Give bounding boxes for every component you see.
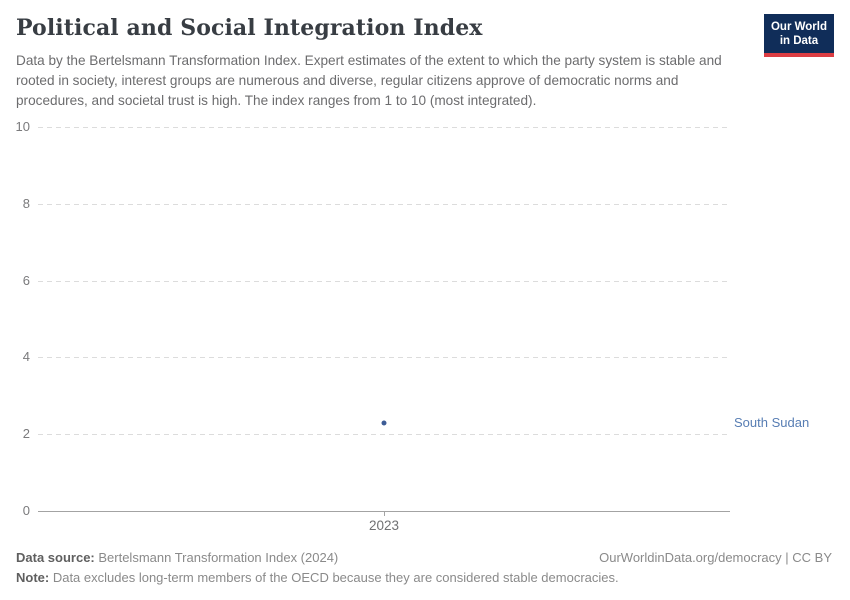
y-axis-tick-label: 6 xyxy=(22,272,30,288)
owid-logo: Our World in Data xyxy=(763,14,834,57)
data-point-south-sudan[interactable] xyxy=(381,420,387,426)
y-axis-tick-label: 0 xyxy=(22,503,30,518)
x-axis-tick xyxy=(384,511,385,516)
y-axis: 0 2 4 6 8 10 xyxy=(0,119,30,518)
x-axis-tick-label: 2023 xyxy=(368,518,400,533)
owid-rights-link[interactable]: OurWorldinData.org/democracy | CC BY xyxy=(599,550,832,565)
note-label: Note: xyxy=(16,570,50,585)
footer-source-row: Data source: Bertelsmann Transformation … xyxy=(16,548,832,568)
gridline xyxy=(38,203,730,205)
data-source-label: Data source: xyxy=(16,550,95,565)
owid-logo-line2: in Data xyxy=(779,35,819,47)
page-title: Political and Social Integration Index xyxy=(16,15,483,41)
chart-footer: Data source: Bertelsmann Transformation … xyxy=(16,548,832,588)
y-axis-tick-label: 2 xyxy=(22,426,30,442)
note-text: Data excludes long-term members of the O… xyxy=(49,570,619,585)
data-source-text: Bertelsmann Transformation Index (2024) xyxy=(94,550,339,565)
entity-label-south-sudan[interactable]: South Sudan xyxy=(734,414,810,430)
gridline xyxy=(38,357,730,359)
gridline xyxy=(38,280,730,282)
gridline xyxy=(38,127,730,128)
y-axis-tick-label: 8 xyxy=(22,195,30,211)
y-axis-tick-label: 4 xyxy=(22,349,30,365)
data-source: Data source: Bertelsmann Transformation … xyxy=(16,548,338,568)
chart-plot-area: 2023 South Sudan xyxy=(38,127,809,533)
chart-subtitle: Data by the Bertelsmann Transformation I… xyxy=(16,53,722,108)
owid-logo-line1: Our World xyxy=(770,21,827,33)
y-axis-tick-label: 10 xyxy=(15,119,30,134)
gridline xyxy=(38,434,730,436)
chart-header: Political and Social Integration Index D… xyxy=(16,14,834,111)
footer-note-row: Note: Data excludes long-term members of… xyxy=(16,568,832,588)
